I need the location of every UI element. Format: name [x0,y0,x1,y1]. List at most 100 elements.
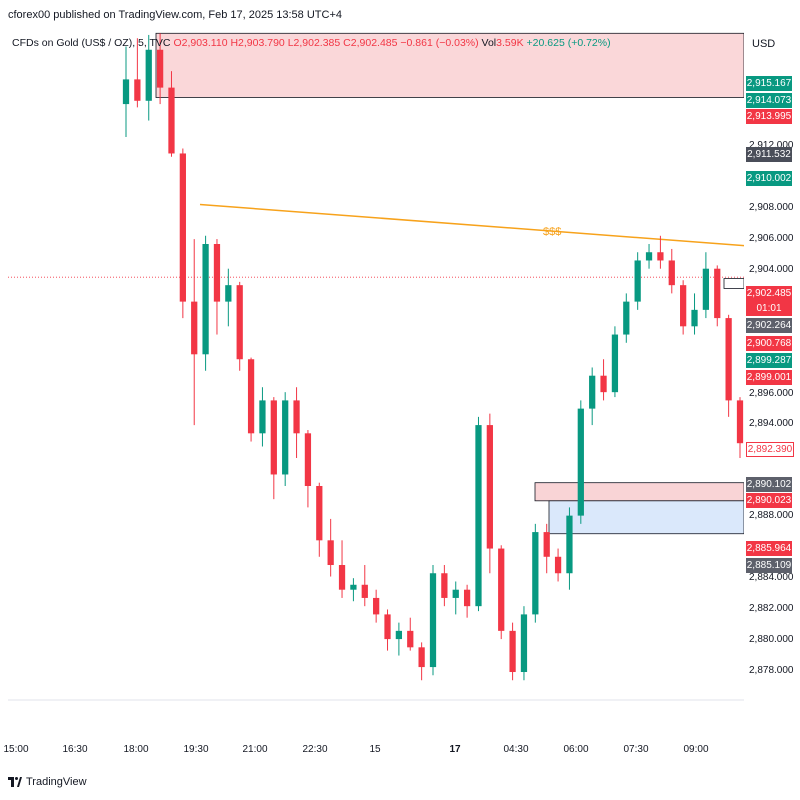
liquidity-trendline [199,203,744,247]
candle-body [179,153,186,302]
candle-body [498,548,505,631]
candle-body [282,400,289,475]
price-label: 2,911.532 [746,147,792,162]
candle-body [623,301,630,335]
price-tick: 2,908.000 [749,202,794,213]
candle-body [259,400,266,434]
candle-body [418,647,425,668]
candle-body [350,584,357,590]
countdown-label: 01:01 [746,301,792,316]
candle-body [668,260,675,286]
candle-body [441,573,448,598]
price-tick: 2,894.000 [749,418,794,429]
ohlc-close: C2,902.485 [343,37,398,49]
currency-label[interactable]: USD [752,38,776,50]
candle-body [293,400,300,434]
ohlc-open: O2,903.110 [173,37,228,49]
price-label: 2,885.964 [746,541,792,556]
price-tick: 2,912.000 [749,140,794,151]
candle-body [122,79,130,105]
price-tick: 2,884.000 [749,572,794,583]
candle-body [156,49,164,88]
symbol-header: CFDs on Gold (US$ / OZ), 5, TVC O2,903.1… [12,37,611,49]
price-label: 2,899.001 [746,370,792,385]
candle-body [554,556,562,574]
time-tick: 07:30 [623,744,649,755]
time-tick: 16:30 [62,744,88,755]
price-label: 2,890.023 [746,493,792,508]
candle-body [429,573,437,668]
time-tick: 21:00 [242,744,268,755]
publisher-line: cforex00 published on TradingView.com, F… [8,9,342,21]
candle-body [452,589,459,598]
candle-body [327,540,334,566]
order-block-box [723,278,744,289]
price-tick: 2,880.000 [749,634,794,645]
candle-body [645,252,653,261]
candle-body [725,318,732,401]
candle-body [634,260,641,302]
candle-body [384,614,391,640]
resistance-zone-box [534,482,744,502]
price-tick: 2,906.000 [749,233,794,244]
candlestick-chart[interactable]: $$$ [8,30,744,740]
candle-body [225,285,232,302]
candle-body [338,565,346,590]
price-tick: 2,882.000 [749,603,794,614]
candle-body [407,630,414,648]
liquidity-annotation: $$$ [543,226,561,238]
time-tick: 19:30 [183,744,209,755]
time-tick: 15:00 [3,744,29,755]
candle-body [316,485,323,541]
price-label: 2,913.995 [746,109,792,124]
price-label: 2,910.002 [746,171,792,186]
price-tick: 2,904.000 [749,264,794,275]
time-tick: 18:00 [123,744,149,755]
price-label: 2,902.264 [746,318,792,333]
candle-body [532,532,539,615]
volume-value: 3.59K [496,37,524,49]
price-tick: 2,888.000 [749,510,794,521]
time-tick: 15 [369,744,381,755]
candle-body [589,375,596,409]
candle-body [213,244,221,302]
chart-canvas[interactable]: $$$ [8,30,744,740]
candle-body [134,79,141,101]
time-tick: 17 [449,744,461,755]
candle-body [714,268,721,319]
volume-label: Vol [481,37,497,49]
candle-body [611,334,619,393]
candle-body [373,597,380,615]
tradingview-logo-icon [8,777,22,787]
candle-body [475,425,482,607]
price-label: 2,885.109 [746,558,792,573]
last-price-label: 2,902.485 [746,286,792,301]
candle-body [202,244,209,355]
candle-body [543,532,550,557]
candle-body [304,433,312,486]
price-tick: 2,878.000 [749,665,794,676]
supply-zone-box [155,32,744,98]
candle-body [145,49,152,101]
ohlc-change: −0.861 (−0.03%) [400,37,479,49]
symbol-name[interactable]: CFDs on Gold (US$ / OZ), 5, TVC [12,37,171,49]
time-tick: 09:00 [683,744,709,755]
volume-change: +20.625 (+0.72%) [526,37,611,49]
candle-body [577,408,584,516]
candle-body [236,285,243,360]
candle-body [680,285,687,327]
candle-body [657,252,664,261]
candle-body [702,268,710,310]
candle-body [566,515,573,574]
candle-body [168,87,175,154]
candle-body [247,359,255,434]
candle-body [361,584,368,598]
price-label: 2,890.102 [746,477,792,492]
candle-body [691,309,698,327]
price-label: 2,899.287 [746,353,792,368]
candle-body [736,400,744,444]
brand-name: TradingView [26,776,87,788]
price-tick: 2,896.000 [749,388,794,399]
tradingview-brand[interactable]: TradingView [8,776,87,788]
ohlc-low: L2,902.385 [287,37,341,49]
